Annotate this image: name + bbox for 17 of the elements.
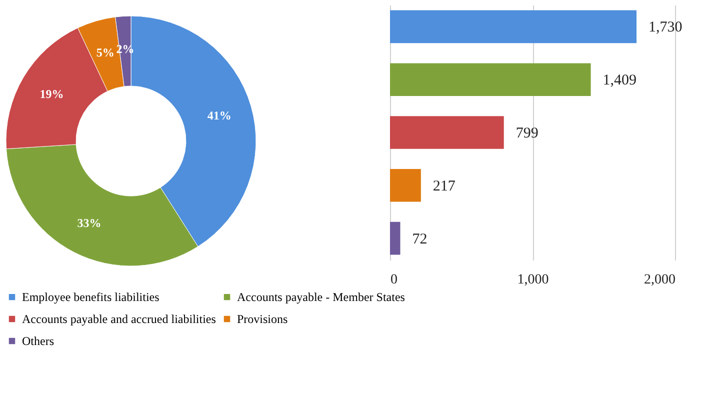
legend-label: Others (22, 334, 54, 348)
legend-label: Provisions (237, 312, 288, 326)
data-label: 33% (77, 216, 102, 230)
data-label: 1,409 (602, 72, 637, 89)
data-label: 5% (96, 46, 114, 60)
data-label: 72 (412, 231, 428, 248)
legend-label: Accounts payable and accrued liabilities (22, 312, 216, 326)
data-label: 217 (432, 178, 456, 194)
legend-label: Employee benefits liabilities (22, 290, 160, 304)
data-label: 799 (516, 126, 538, 142)
x-tick-label: 2,000 (644, 272, 676, 288)
legend-label: Accounts payable - Member States (237, 290, 406, 304)
data-label: 41% (207, 108, 232, 122)
data-label: 1,730 (648, 20, 682, 36)
x-tick-label: 1,000 (517, 272, 549, 288)
data-label: 19% (40, 87, 64, 102)
x-tick-label: 0 (390, 272, 398, 288)
